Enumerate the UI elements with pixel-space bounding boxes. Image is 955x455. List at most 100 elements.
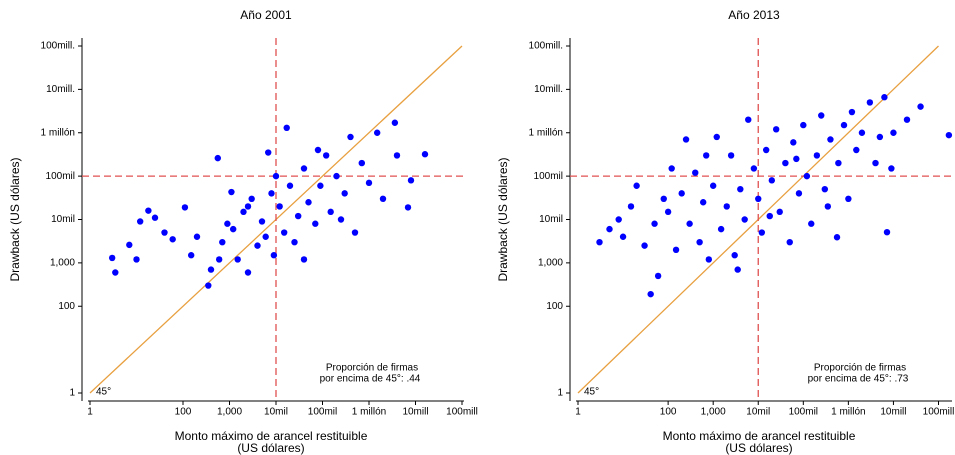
point: [717, 225, 725, 233]
point: [766, 212, 773, 220]
point: [234, 256, 241, 263]
point: [668, 165, 675, 172]
point: [133, 256, 140, 263]
point: [827, 136, 834, 143]
point: [627, 203, 635, 210]
point: [248, 195, 255, 203]
x-axis-label: Monto máximo de arancel restituible: [663, 429, 856, 443]
point: [696, 238, 703, 246]
point: [782, 159, 789, 167]
point: [283, 124, 290, 132]
annotation: Proporción de firmas: [326, 363, 418, 374]
point: [305, 199, 312, 206]
point: [762, 146, 770, 154]
point: [219, 238, 226, 246]
point: [393, 152, 401, 159]
point: [272, 172, 280, 180]
point: [317, 182, 324, 189]
point: [193, 233, 201, 240]
point: [883, 228, 891, 236]
point: [672, 246, 680, 254]
point: [741, 216, 748, 223]
point: [333, 172, 340, 180]
point: [705, 256, 713, 263]
y-tick-label: 100mill.: [529, 41, 563, 52]
point: [750, 165, 758, 172]
point: [840, 121, 848, 129]
point: [818, 112, 825, 119]
diagonal-label: 45°: [96, 387, 111, 398]
point: [833, 234, 841, 241]
point: [280, 229, 288, 236]
point: [327, 208, 334, 216]
point: [745, 116, 752, 123]
y-axis-label: Drawback (US dólares): [8, 157, 22, 281]
x-tick-label: 100: [175, 407, 192, 418]
point: [404, 204, 412, 211]
point: [758, 229, 766, 236]
point: [866, 99, 874, 106]
point: [808, 220, 815, 227]
point: [776, 208, 783, 216]
x-tick-label: 1: [575, 407, 581, 418]
point: [723, 203, 730, 210]
point: [265, 149, 272, 156]
point: [347, 133, 354, 141]
point: [214, 154, 221, 162]
annotation: por encima de 45°: .73: [808, 374, 909, 385]
point: [755, 195, 762, 203]
point: [112, 269, 119, 276]
point: [641, 242, 648, 249]
annotation: por encima de 45°: .44: [320, 374, 421, 385]
point: [244, 269, 252, 276]
point: [314, 146, 322, 154]
x-tick-label: 100mil: [308, 407, 337, 418]
point: [619, 233, 627, 240]
point: [713, 133, 720, 141]
point: [606, 225, 613, 233]
point: [692, 169, 699, 176]
x-axis-label: (US dólares): [725, 441, 792, 455]
point: [872, 159, 879, 167]
point: [358, 159, 365, 167]
point: [291, 238, 298, 246]
y-tick-label: 10mil: [539, 214, 563, 225]
y-tick-label: 100mill.: [41, 41, 75, 52]
point: [790, 139, 797, 146]
point: [300, 256, 308, 263]
point: [821, 185, 829, 193]
panel-title: Año 2001: [240, 8, 292, 22]
x-tick-label: 100mil: [789, 407, 818, 418]
point: [772, 126, 780, 133]
point: [254, 242, 261, 249]
point: [205, 282, 212, 289]
point: [731, 252, 738, 259]
x-tick-label: 100: [660, 407, 677, 418]
point: [737, 185, 744, 193]
point: [407, 177, 415, 184]
point: [803, 172, 811, 180]
point: [322, 152, 330, 159]
point: [151, 214, 159, 221]
point: [858, 129, 866, 136]
point: [800, 121, 807, 129]
point: [633, 182, 640, 189]
x-axis-label: Monto máximo de arancel restituible: [175, 429, 368, 443]
y-tick-label: 10mil: [51, 214, 75, 225]
x-tick-label: 1 millón: [352, 407, 386, 418]
point: [268, 190, 275, 197]
point: [379, 195, 387, 203]
point: [224, 220, 231, 227]
point: [596, 238, 603, 246]
panel-title: Año 2013: [728, 8, 780, 22]
point: [813, 152, 821, 159]
point: [824, 203, 832, 210]
y-tick-label: 100mil: [534, 171, 563, 182]
y-tick-label: 100mil: [46, 171, 75, 182]
point: [391, 119, 399, 126]
point: [678, 190, 685, 197]
x-tick-label: 1,000: [701, 407, 726, 418]
point: [845, 195, 852, 203]
y-tick-label: 100: [546, 301, 563, 312]
